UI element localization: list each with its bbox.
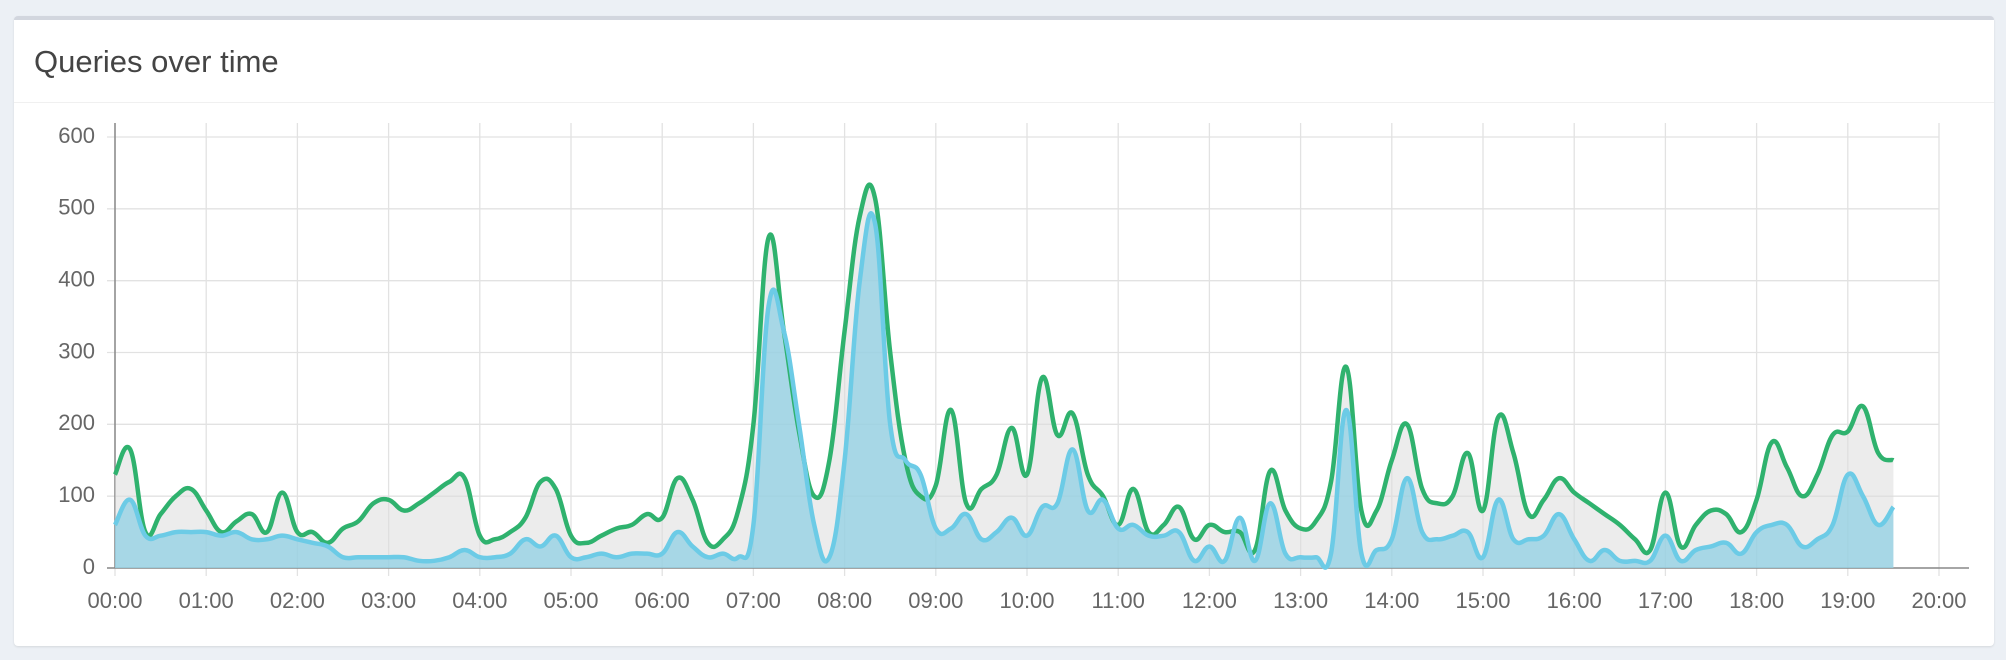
x-tick-label: 07:00 xyxy=(726,588,781,613)
x-tick-label: 02:00 xyxy=(270,588,325,613)
y-tick-label: 600 xyxy=(58,123,95,148)
x-tick-label: 10:00 xyxy=(999,588,1054,613)
y-tick-label: 0 xyxy=(83,554,95,579)
x-tick-label: 16:00 xyxy=(1547,588,1602,613)
series-area xyxy=(115,184,1894,568)
x-tick-label: 09:00 xyxy=(908,588,963,613)
x-tick-label: 13:00 xyxy=(1273,588,1328,613)
card-title: Queries over time xyxy=(34,44,279,79)
card-header: Queries over time xyxy=(14,20,1994,103)
x-tick-label: 18:00 xyxy=(1729,588,1784,613)
y-tick-label: 500 xyxy=(58,195,95,220)
x-tick-label: 03:00 xyxy=(361,588,416,613)
y-tick-label: 100 xyxy=(58,482,95,507)
series-line xyxy=(112,211,1896,570)
series-line xyxy=(112,182,1895,556)
x-tick-label: 14:00 xyxy=(1364,588,1419,613)
x-tick-label: 05:00 xyxy=(543,588,598,613)
x-tick-label: 06:00 xyxy=(635,588,690,613)
x-tick-label: 08:00 xyxy=(817,588,872,613)
y-tick-label: 300 xyxy=(58,338,95,363)
x-tick-label: 01:00 xyxy=(179,588,234,613)
x-tick-label: 04:00 xyxy=(452,588,507,613)
x-tick-label: 15:00 xyxy=(1455,588,1510,613)
y-tick-label: 400 xyxy=(58,266,95,291)
x-tick-label: 19:00 xyxy=(1820,588,1875,613)
x-tick-label: 17:00 xyxy=(1638,588,1693,613)
x-tick-label: 20:00 xyxy=(1911,588,1966,613)
x-tick-label: 11:00 xyxy=(1091,588,1144,613)
x-tick-label: 00:00 xyxy=(87,588,142,613)
x-tick-label: 12:00 xyxy=(1182,588,1237,613)
y-tick-label: 200 xyxy=(58,410,95,435)
